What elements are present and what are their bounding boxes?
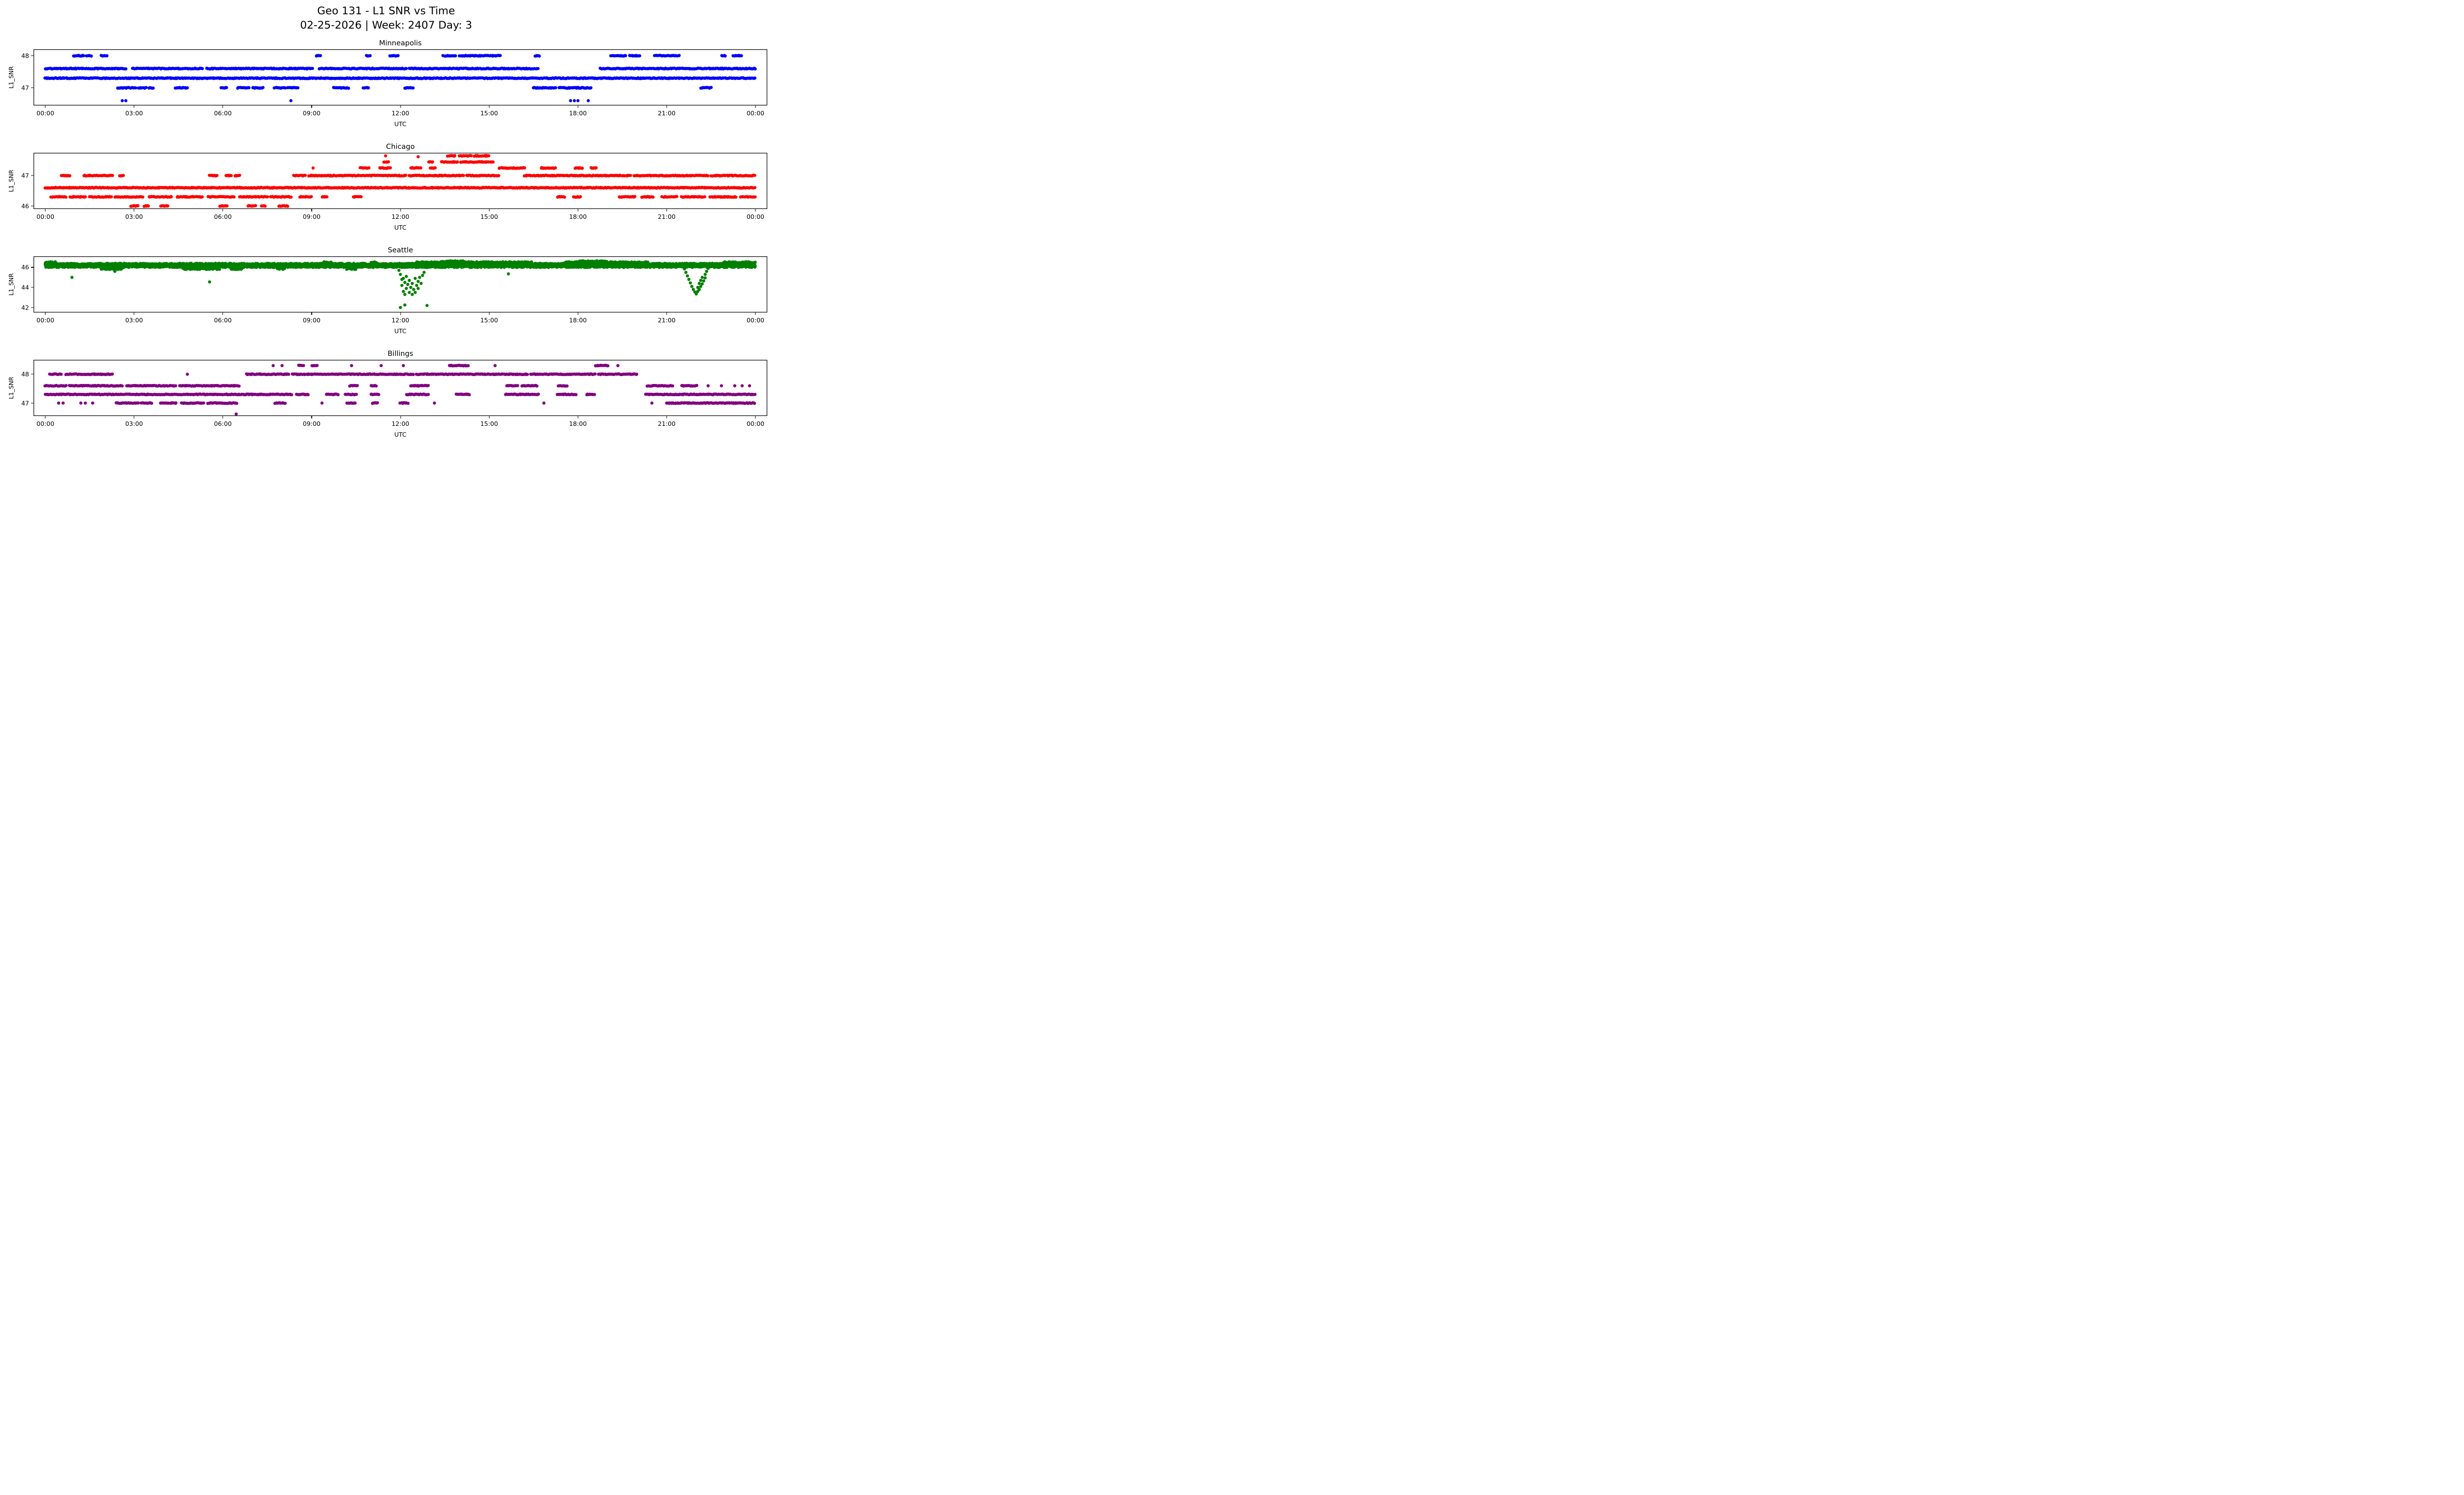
figure-title-line2: 02-25-2026 | Week: 2407 Day: 3 [300,19,473,32]
x-tick-mark [666,313,667,315]
x-tick-mark [134,313,135,315]
x-tick-label: 09:00 [303,316,321,324]
x-tick-label: 06:00 [214,109,232,117]
y-tick-label: 42 [21,304,29,312]
y-tick-label: 46 [21,202,29,210]
subplot-title-seattle: Seattle [387,246,413,255]
x-tick-label: 06:00 [214,316,232,324]
x-tick-label: 09:00 [303,420,321,428]
y-tick-label: 48 [21,52,29,60]
x-tick-label: 21:00 [657,213,676,221]
x-tick-mark [311,416,312,419]
x-tick-label: 03:00 [125,213,143,221]
x-axis-ticks-chicago: 00:00 03:00 06:00 09:00 12:00 15:00 18:00 21:00… [34,209,767,223]
x-tick-label: 21:00 [657,420,676,428]
x-axis-label-chicago: UTC [394,224,407,232]
figure-title: Geo 131 - L1 SNR vs Time 02-25-2026 | We… [0,0,772,33]
x-tick-mark [666,105,667,108]
subplot-title-minneapolis: Minneapolis [379,39,422,48]
scatter-canvas-minneapolis [34,49,767,106]
x-tick-label: 18:00 [569,109,587,117]
x-tick-label: 21:00 [657,109,676,117]
y-axis-label-chicago: L1_SNR [8,170,15,192]
x-tick-mark [134,209,135,212]
y-tick-label: 47 [21,172,29,179]
figure: Geo 131 - L1 SNR vs Time 02-25-2026 | We… [0,0,772,449]
x-tick-label: 18:00 [569,420,587,428]
y-tick-mark [31,374,34,375]
subplot-title-chicago: Chicago [386,143,415,151]
y-tick-label: 44 [21,283,29,291]
x-tick-mark [400,313,401,315]
x-axis-ticks-billings: 00:00 03:00 06:00 09:00 12:00 15:00 18:00 21:00… [34,416,767,430]
x-tick-label: 12:00 [391,420,410,428]
x-tick-label: 00:00 [746,316,764,324]
x-tick-label: 12:00 [391,213,410,221]
x-tick-label: 03:00 [125,109,143,117]
x-tick-label: 18:00 [569,316,587,324]
subplot-minneapolis: Minneapolis L1_SNR 47 48 00:00 03:00 06:00 0… [0,39,772,128]
x-tick-label: 09:00 [303,213,321,221]
x-tick-mark [134,416,135,419]
subplot-title-billings: Billings [387,350,413,358]
y-axis-label-seattle: L1_SNR [8,273,15,296]
x-tick-mark [311,313,312,315]
x-tick-mark [134,105,135,108]
x-tick-label: 03:00 [125,316,143,324]
x-axis-ticks-minneapolis: 00:00 03:00 06:00 09:00 12:00 15:00 18:00 21:00… [34,105,767,119]
x-tick-label: 06:00 [214,420,232,428]
x-tick-label: 00:00 [36,420,55,428]
y-tick-mark [31,267,34,268]
y-tick-label: 47 [21,399,29,407]
x-tick-label: 12:00 [391,109,410,117]
x-tick-label: 00:00 [36,213,55,221]
x-tick-mark [400,416,401,419]
y-axis-label-billings: L1_SNR [8,377,15,399]
scatter-canvas-chicago [34,153,767,209]
y-tick-label: 47 [21,84,29,92]
scatter-canvas-seattle [34,256,767,313]
y-tick-mark [31,307,34,308]
x-axis-label-minneapolis: UTC [394,120,407,128]
figure-title-line1: Geo 131 - L1 SNR vs Time [317,5,455,17]
x-tick-label: 00:00 [746,420,764,428]
x-tick-label: 00:00 [36,109,55,117]
x-axis-label-seattle: UTC [394,327,407,335]
x-tick-label: 00:00 [746,213,764,221]
x-tick-mark [666,416,667,419]
x-tick-label: 15:00 [480,420,498,428]
x-tick-label: 18:00 [569,213,587,221]
x-tick-label: 03:00 [125,420,143,428]
x-tick-label: 00:00 [36,316,55,324]
x-tick-label: 15:00 [480,109,498,117]
y-tick-label: 46 [21,263,29,271]
x-tick-mark [311,209,312,212]
y-tick-mark [31,287,34,288]
y-axis-label-minneapolis: L1_SNR [8,66,15,89]
plot-area-seattle: 42 44 46 00:00 03:00 06:00 09:00 12:00 15:00 18:… [21,256,767,324]
subplot-chicago: Chicago L1_SNR 46 47 00:00 03:00 06:00 09:00… [0,143,772,231]
x-tick-mark [311,105,312,108]
x-axis-label-billings: UTC [394,431,407,439]
x-tick-label: 09:00 [303,109,321,117]
x-tick-label: 06:00 [214,213,232,221]
plot-area-minneapolis: 47 48 00:00 03:00 06:00 09:00 12:00 15:00 18:00… [21,49,767,117]
scatter-canvas-billings [34,360,767,417]
x-tick-label: 00:00 [746,109,764,117]
y-tick-mark [31,175,34,176]
x-axis-ticks-seattle: 00:00 03:00 06:00 09:00 12:00 15:00 18:00 21:00… [34,313,767,326]
plot-area-chicago: 46 47 00:00 03:00 06:00 09:00 12:00 15:00 18:00… [21,153,767,220]
plot-area-billings: 47 48 00:00 03:00 06:00 09:00 12:00 15:00 18:00… [21,360,767,427]
y-tick-label: 48 [21,370,29,378]
x-tick-label: 12:00 [391,316,410,324]
y-tick-mark [31,55,34,56]
subplot-billings: Billings L1_SNR 47 48 00:00 03:00 06:00 09:0… [0,350,772,438]
subplot-seattle: Seattle L1_SNR 42 44 46 00:00 03:00 06:00 09:… [0,246,772,335]
x-tick-mark [400,105,401,108]
x-tick-label: 15:00 [480,213,498,221]
x-tick-label: 21:00 [657,316,676,324]
x-tick-mark [666,209,667,212]
x-tick-mark [400,209,401,212]
x-tick-label: 15:00 [480,316,498,324]
